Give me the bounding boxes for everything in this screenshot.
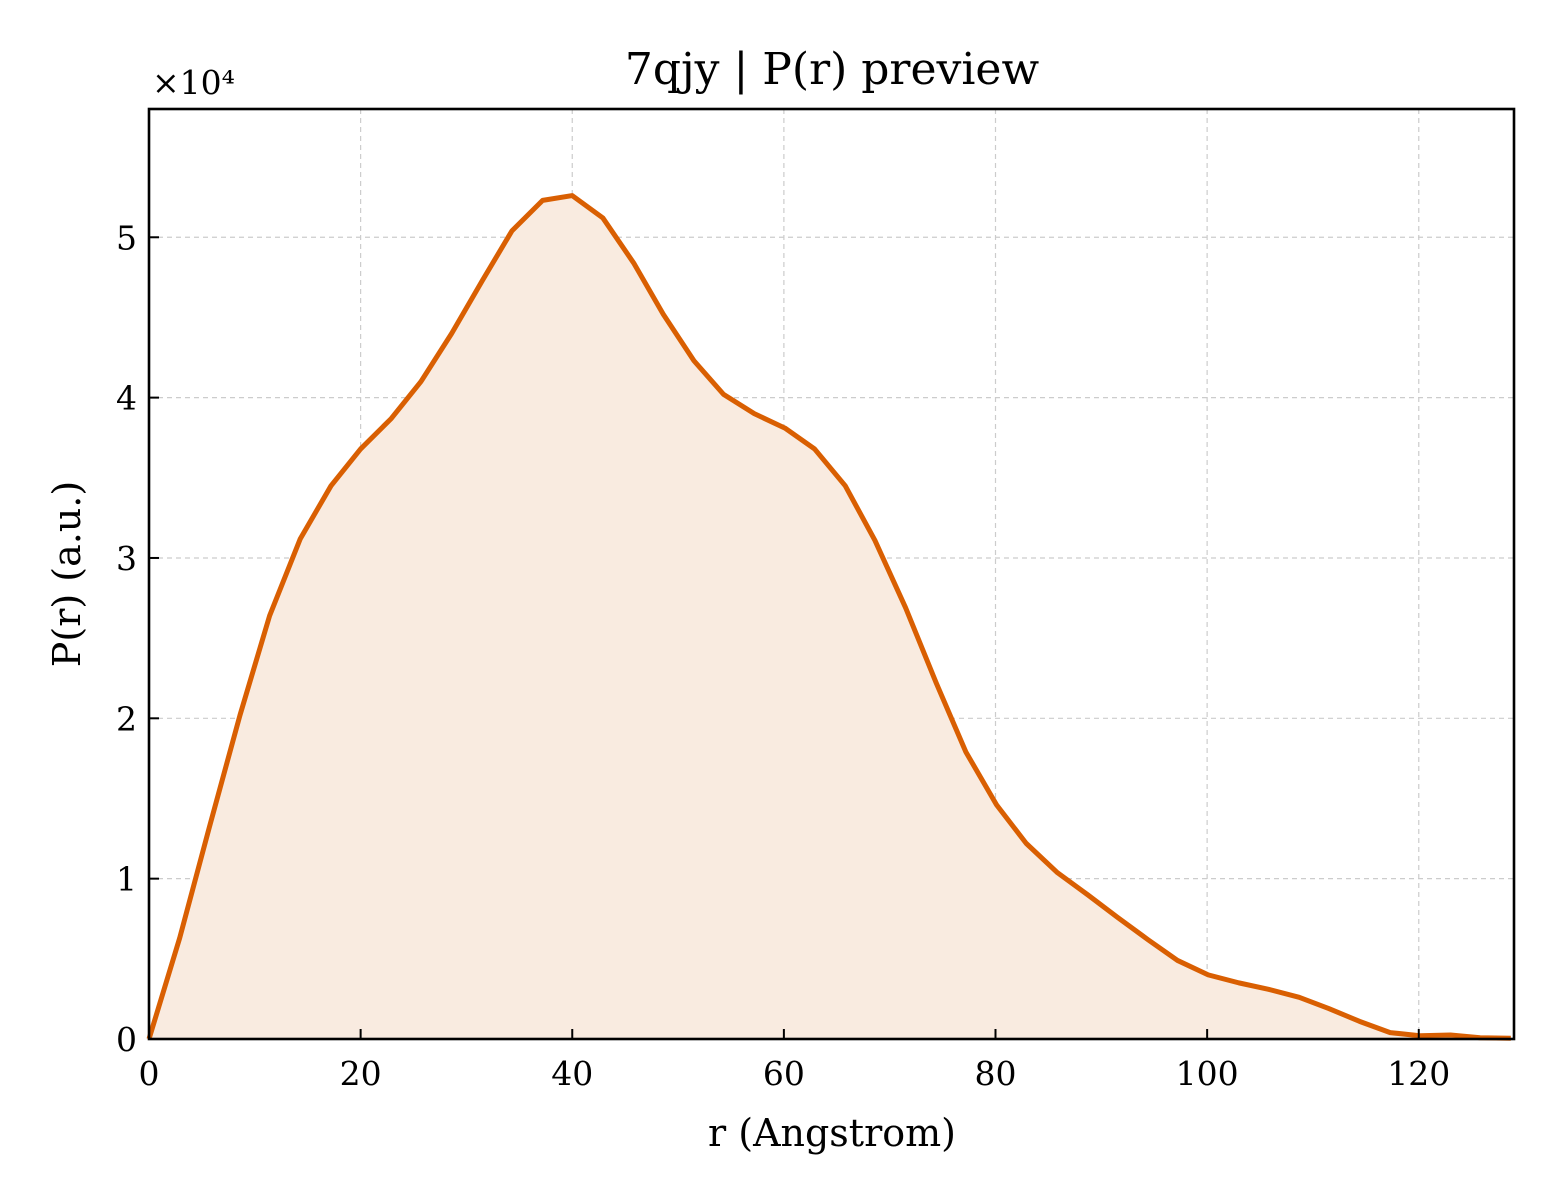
y-tick-label: 1 <box>116 860 137 899</box>
y-tick-label: 5 <box>116 218 137 257</box>
y-tick-label: 3 <box>116 539 137 578</box>
x-tick-label: 40 <box>551 1054 593 1093</box>
x-tick-label: 0 <box>139 1054 160 1093</box>
x-tick-label: 20 <box>340 1054 382 1093</box>
y-tick-label: 4 <box>116 379 137 418</box>
x-tick-label: 80 <box>975 1054 1017 1093</box>
x-axis-label: r (Angstrom) <box>708 1111 956 1155</box>
tick-label-layer: 0 20 40 60 80 100 120 0 1 2 3 4 5 <box>116 218 1450 1093</box>
y-tick-label: 0 <box>116 1020 137 1059</box>
chart-title: 7qjy | P(r) preview <box>625 44 1040 95</box>
y-axis-label: P(r) (a.u.) <box>45 481 89 667</box>
y-tick-label: 2 <box>116 699 137 738</box>
tick-layer <box>148 236 1420 1040</box>
x-tick-label: 120 <box>1387 1054 1450 1093</box>
y-multiplier-label: ×10⁴ <box>152 63 235 102</box>
x-tick-label: 60 <box>763 1054 805 1093</box>
plot-frame <box>147 107 1516 1041</box>
area-fill <box>149 195 1511 1040</box>
x-tick-label: 100 <box>1176 1054 1239 1093</box>
series-line <box>146 193 1511 1041</box>
